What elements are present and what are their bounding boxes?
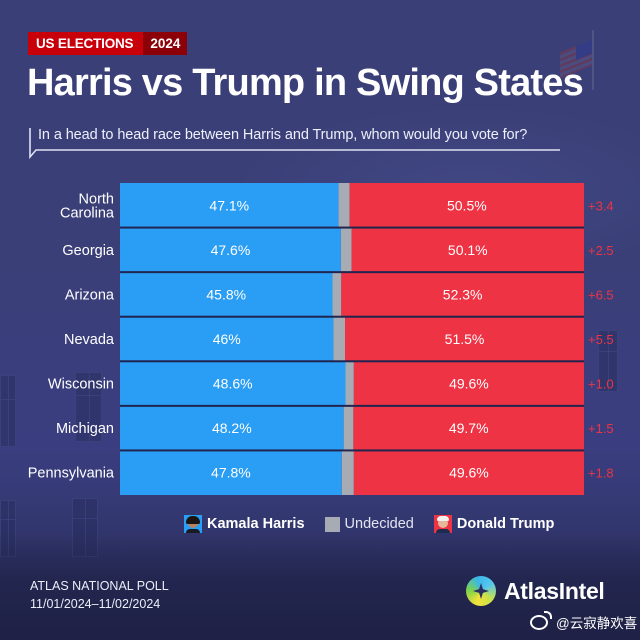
question-bubble-outline xyxy=(29,128,560,160)
grey-square-icon xyxy=(324,516,340,532)
legend: Kamala Harris Undecided Donald Trump xyxy=(184,515,574,533)
legend-label: Donald Trump xyxy=(456,516,555,532)
badge-category: US ELECTIONS xyxy=(28,32,144,55)
bar-trump xyxy=(349,183,584,227)
bar-label-trump: 52.3% xyxy=(443,286,483,302)
poll-info: ATLAS NATIONAL POLL 11/01/2024–11/02/202… xyxy=(30,577,169,613)
brand-logo: AtlasIntel xyxy=(466,576,605,606)
bar-label-harris: 47.6% xyxy=(211,242,251,258)
bar-label-harris: 45.8% xyxy=(206,286,246,302)
category-label: Arizona xyxy=(65,287,115,303)
bar-harris xyxy=(120,228,341,272)
category-label: North xyxy=(79,191,114,207)
bar-harris xyxy=(120,451,342,495)
legend-item-undecided: Undecided xyxy=(324,516,414,532)
bar-trump xyxy=(345,317,584,361)
bar-label-harris: 47.8% xyxy=(211,465,251,481)
background-window xyxy=(0,375,16,447)
bar-label-trump: 50.5% xyxy=(447,197,487,213)
watermark: @云寂静欢喜 xyxy=(530,610,638,632)
legend-label: Undecided xyxy=(344,516,414,532)
bar-trump xyxy=(353,362,584,405)
category-label: Nevada xyxy=(64,332,115,348)
weibo-icon xyxy=(530,610,552,630)
bar-harris xyxy=(120,406,344,450)
harris-portrait-icon xyxy=(184,515,202,533)
legend-item-harris: Kamala Harris xyxy=(184,515,305,533)
bar-label-trump: 51.5% xyxy=(445,331,485,347)
margin-label: +1.0 xyxy=(588,377,614,392)
bar-harris xyxy=(120,183,339,227)
background-window xyxy=(598,330,618,392)
bar-trump xyxy=(351,228,584,272)
bar-label-harris: 47.1% xyxy=(209,197,249,213)
bar-trump xyxy=(341,273,584,316)
bar-harris xyxy=(120,317,334,361)
bar-undecided xyxy=(341,451,354,495)
margin-label: +1.8 xyxy=(588,466,614,481)
bar-undecided xyxy=(338,183,350,227)
bar-label-trump: 49.6% xyxy=(449,465,489,481)
page-title: Harris vs Trump in Swing States xyxy=(27,62,584,104)
bar-trump xyxy=(353,406,584,450)
bar-undecided xyxy=(333,317,346,361)
category-label: Georgia xyxy=(62,243,115,259)
margin-label: +5.5 xyxy=(588,332,614,347)
margin-label: +2.5 xyxy=(588,243,614,258)
bar-undecided xyxy=(340,228,352,272)
category-badge: US ELECTIONS 2024 xyxy=(28,32,188,55)
bar-label-trump: 49.6% xyxy=(449,376,489,392)
category-label: Carolina xyxy=(60,205,115,221)
watermark-text: @云寂静欢喜 xyxy=(556,616,638,631)
margin-label: +1.5 xyxy=(588,421,614,436)
category-label: Pennsylvania xyxy=(28,466,115,482)
margin-label: +3.4 xyxy=(588,198,614,213)
background-window xyxy=(75,372,102,442)
badge-year: 2024 xyxy=(143,32,188,55)
bar-undecided xyxy=(332,273,342,316)
margin-label: +6.5 xyxy=(588,287,614,302)
category-label: Wisconsin xyxy=(48,377,114,393)
atlasintel-logo-icon xyxy=(466,576,496,606)
legend-item-trump: Donald Trump xyxy=(433,515,555,533)
bar-label-trump: 50.1% xyxy=(448,242,488,258)
flagpole xyxy=(592,30,594,90)
poll-question: In a head to head race between Harris an… xyxy=(38,127,528,143)
legend-label: Kamala Harris xyxy=(207,516,305,532)
poll-dates: 11/01/2024–11/02/2024 xyxy=(30,597,161,611)
bar-label-trump: 49.7% xyxy=(449,420,489,436)
bar-harris xyxy=(120,273,333,316)
poll-name: ATLAS NATIONAL POLL xyxy=(30,579,169,593)
category-label: Michigan xyxy=(56,421,114,437)
bar-label-harris: 46% xyxy=(213,331,241,347)
bar-undecided xyxy=(345,362,354,405)
bar-undecided xyxy=(343,406,354,450)
bar-trump xyxy=(353,451,584,495)
bar-harris xyxy=(120,362,346,405)
brand-name: AtlasIntel xyxy=(504,577,605,604)
bar-label-harris: 48.2% xyxy=(212,420,252,436)
bar-label-harris: 48.6% xyxy=(213,376,253,392)
trump-portrait-icon xyxy=(433,515,452,533)
